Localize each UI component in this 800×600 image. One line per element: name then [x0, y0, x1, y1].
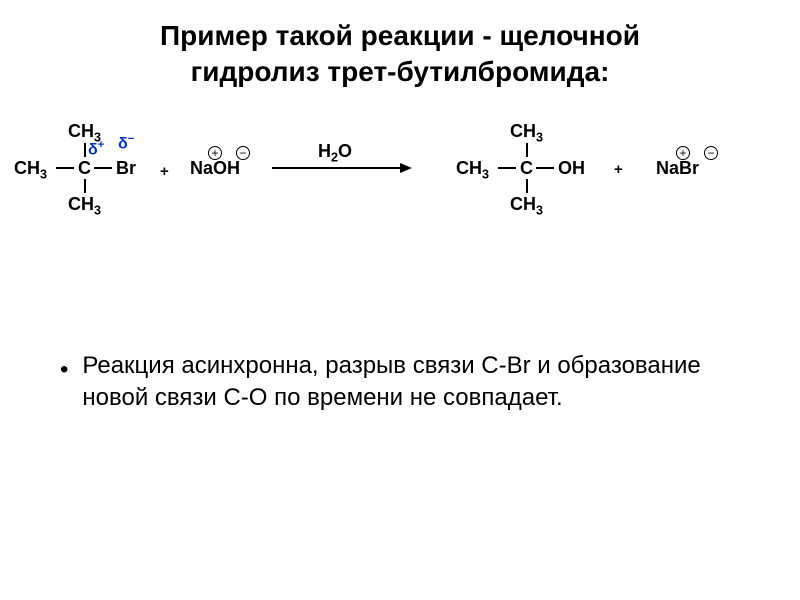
- r1-sub-left: 3: [40, 167, 47, 181]
- delta-minus: δ−: [118, 133, 134, 153]
- r1-ch3-left-txt: CH: [14, 158, 40, 178]
- bond-icon: [526, 143, 528, 157]
- cm1: −: [239, 147, 246, 159]
- charge-minus-icon: −: [236, 146, 250, 160]
- p1-top-txt: CH: [510, 121, 536, 141]
- oh-txt: OH: [213, 158, 240, 178]
- title-line2: гидролиз трет-бутилбромида:: [191, 56, 610, 87]
- bond-icon: [536, 167, 554, 169]
- br2: Br: [679, 158, 699, 178]
- r1-ch3-left: CH3: [14, 158, 47, 182]
- charge-plus-icon: +: [208, 146, 222, 160]
- r1-ch3-top-txt: CH: [68, 121, 94, 141]
- cm2: −: [707, 147, 714, 159]
- p1-bot-txt: CH: [510, 194, 536, 214]
- bond-icon: [56, 167, 74, 169]
- reaction-diagram: CH3 CH3 C Br CH3 δ+ δ− + NaOH + −: [0, 111, 800, 261]
- bullet-point: • Реакция асинхронна, разрыв связи C-Br …: [0, 350, 800, 415]
- p1-ch3-bottom: CH3: [510, 194, 543, 218]
- delta-plus: δ+: [88, 139, 104, 159]
- bond-icon: [94, 167, 112, 169]
- cp2: +: [679, 147, 686, 159]
- r1-c-txt: C: [78, 158, 91, 178]
- p1-sub-top: 3: [536, 130, 543, 144]
- page-title: Пример такой реакции - щелочной гидролиз…: [0, 0, 800, 101]
- p1-center-c: C: [520, 158, 533, 179]
- p1-ch3-top: CH3: [510, 121, 543, 145]
- plus-1: +: [160, 163, 169, 180]
- dm-sign: −: [128, 133, 135, 145]
- p1-sub-bot: 3: [536, 203, 543, 217]
- bond-icon: [84, 143, 86, 157]
- r1-ch3-bot-txt: CH: [68, 194, 94, 214]
- arrow-label-h2o: H2O: [318, 141, 352, 165]
- dm-sym: δ: [118, 135, 128, 152]
- al-2: 2: [331, 150, 338, 164]
- charge-minus-icon: −: [704, 146, 718, 160]
- r1-sub-bot: 3: [94, 203, 101, 217]
- bond-icon: [84, 179, 86, 193]
- na2: Na: [656, 158, 679, 178]
- dp-sym: δ: [88, 141, 98, 158]
- reaction-arrow-icon: [272, 167, 402, 169]
- reagent-naoh: NaOH: [190, 158, 240, 179]
- p1-left-txt: CH: [456, 158, 482, 178]
- r1-br-txt: Br: [116, 158, 136, 178]
- bullet-dot-icon: •: [60, 356, 68, 384]
- r1-center-c: C: [78, 158, 91, 179]
- plus1-txt: +: [160, 163, 169, 180]
- al-h: H: [318, 141, 331, 161]
- charge-plus-icon: +: [676, 146, 690, 160]
- na-txt: Na: [190, 158, 213, 178]
- bond-icon: [498, 167, 516, 169]
- al-o: O: [338, 141, 352, 161]
- p1-oh-txt: OH: [558, 158, 585, 178]
- cp1: +: [211, 147, 218, 159]
- arrow-head-icon: [400, 163, 412, 173]
- bullet-text: Реакция асинхронна, разрыв связи C-Br и …: [82, 350, 740, 415]
- r1-br: Br: [116, 158, 136, 179]
- r1-ch3-bottom: CH3: [68, 194, 101, 218]
- plus2-txt: +: [614, 161, 623, 178]
- p1-ch3-left: CH3: [456, 158, 489, 182]
- p1-sub-left: 3: [482, 167, 489, 181]
- p1-c: C: [520, 158, 533, 178]
- dp-sign: +: [98, 139, 105, 151]
- bond-icon: [526, 179, 528, 193]
- p1-oh: OH: [558, 158, 585, 179]
- title-line1: Пример такой реакции - щелочной: [160, 20, 640, 51]
- product-nabr: NaBr: [656, 158, 699, 179]
- plus-2: +: [614, 161, 623, 178]
